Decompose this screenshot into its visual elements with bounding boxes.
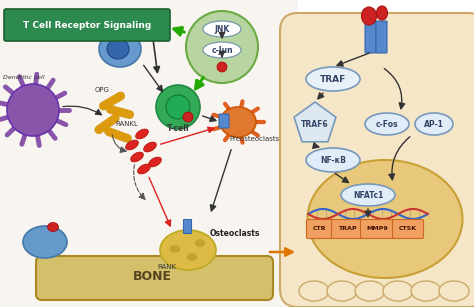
Text: T Cell Receptor Signaling: T Cell Receptor Signaling <box>23 21 151 29</box>
FancyBboxPatch shape <box>331 220 363 239</box>
FancyBboxPatch shape <box>4 9 170 41</box>
Text: T-cell: T-cell <box>167 123 189 133</box>
Ellipse shape <box>170 246 180 252</box>
Ellipse shape <box>299 281 329 301</box>
Text: BONE: BONE <box>133 270 172 283</box>
Ellipse shape <box>362 7 376 25</box>
Ellipse shape <box>411 281 441 301</box>
Ellipse shape <box>341 184 395 206</box>
Text: TRAP: TRAP <box>338 227 356 231</box>
FancyBboxPatch shape <box>376 21 387 53</box>
Ellipse shape <box>23 226 67 258</box>
Text: Preosteoclasts: Preosteoclasts <box>230 136 280 142</box>
Circle shape <box>183 112 193 122</box>
FancyBboxPatch shape <box>307 220 334 239</box>
Text: JNK: JNK <box>214 25 229 33</box>
Ellipse shape <box>126 140 138 150</box>
FancyBboxPatch shape <box>183 220 191 234</box>
Text: Osteoclasts: Osteoclasts <box>210 230 260 239</box>
Ellipse shape <box>137 164 150 174</box>
Circle shape <box>186 11 258 83</box>
Ellipse shape <box>355 281 385 301</box>
Text: CTSK: CTSK <box>399 227 417 231</box>
Ellipse shape <box>144 142 156 152</box>
Circle shape <box>7 84 59 136</box>
Circle shape <box>217 62 227 72</box>
FancyBboxPatch shape <box>280 13 474 307</box>
Text: NF-κB: NF-κB <box>320 156 346 165</box>
Ellipse shape <box>306 67 360 91</box>
Ellipse shape <box>365 113 409 135</box>
Ellipse shape <box>308 160 463 278</box>
Ellipse shape <box>203 21 241 37</box>
Ellipse shape <box>107 39 129 59</box>
Polygon shape <box>294 102 336 142</box>
FancyBboxPatch shape <box>36 256 273 300</box>
Ellipse shape <box>187 254 197 261</box>
Text: TRAF6: TRAF6 <box>301 119 329 129</box>
Text: CTR: CTR <box>313 227 327 231</box>
Text: Osteoblasts: Osteoblasts <box>100 28 140 34</box>
Text: TRAF: TRAF <box>320 75 346 84</box>
Text: AP-1: AP-1 <box>424 119 444 129</box>
Text: MMP9: MMP9 <box>366 227 388 231</box>
Ellipse shape <box>195 239 205 247</box>
Text: OPG: OPG <box>94 87 109 93</box>
Ellipse shape <box>327 281 357 301</box>
FancyBboxPatch shape <box>392 220 423 239</box>
Ellipse shape <box>47 223 58 231</box>
Ellipse shape <box>99 31 141 67</box>
Ellipse shape <box>376 6 388 20</box>
FancyBboxPatch shape <box>361 220 393 239</box>
Circle shape <box>156 85 200 129</box>
Text: NFATc1: NFATc1 <box>353 191 383 200</box>
Circle shape <box>166 95 190 119</box>
Text: Dendritic cell: Dendritic cell <box>3 75 45 80</box>
Ellipse shape <box>415 113 453 135</box>
Ellipse shape <box>149 157 161 167</box>
FancyBboxPatch shape <box>0 0 298 307</box>
Ellipse shape <box>383 281 413 301</box>
Text: RANKL: RANKL <box>116 121 138 127</box>
Ellipse shape <box>160 230 216 270</box>
FancyBboxPatch shape <box>365 21 376 53</box>
Ellipse shape <box>220 107 256 137</box>
FancyBboxPatch shape <box>219 114 229 128</box>
Ellipse shape <box>136 129 148 139</box>
Ellipse shape <box>306 148 360 172</box>
Ellipse shape <box>439 281 469 301</box>
Ellipse shape <box>203 42 241 58</box>
Text: RANK: RANK <box>157 264 176 270</box>
Text: c-Jun: c-Jun <box>211 45 233 55</box>
Text: c-Fos: c-Fos <box>376 119 398 129</box>
Ellipse shape <box>131 152 143 162</box>
